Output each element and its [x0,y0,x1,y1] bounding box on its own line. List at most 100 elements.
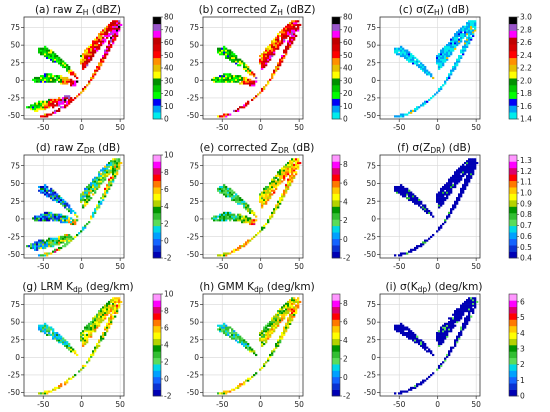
radar-cell [458,60,461,63]
radar-cell [285,167,288,170]
radar-cell [261,366,264,369]
radar-cell [62,100,65,103]
colorbar-swatch [332,225,340,233]
radar-cell [104,178,107,181]
radar-cell [277,204,280,207]
colorbar-swatch [332,193,340,201]
radar-cell [446,191,449,194]
radar-cell [50,78,53,81]
radar-cell [68,348,71,351]
radar-cell [418,60,421,63]
radar-cell [241,219,244,222]
radar-cell [261,64,264,67]
radar-cell [285,165,288,168]
radar-cell [110,44,113,47]
colorbar-tick-label: 0 [343,373,348,382]
radar-cell [40,213,43,216]
radar-cell [68,237,71,240]
radar-cell [102,333,105,336]
radar-cell [245,204,248,207]
radar-cell [80,335,83,338]
radar-cell [86,222,89,226]
radar-cell [410,333,413,336]
radar-cell [442,195,445,198]
radar-cell [271,49,274,52]
radar-cell [100,38,103,41]
radar-cell [94,73,97,76]
radar-cell [422,102,425,105]
radar-cell [460,187,463,190]
radar-cell [48,100,51,103]
radar-cell [460,51,463,54]
radar-cell [412,60,415,63]
radar-cell [68,95,71,98]
radar-cell [275,67,278,70]
radar-cell [239,217,242,220]
y-tick-label: 25 [189,58,199,67]
radar-cell [213,76,216,80]
radar-cell [114,20,117,23]
radar-cell [114,167,117,170]
radar-cell [416,202,419,205]
radar-cell [263,60,266,63]
radar-cell [450,328,453,331]
radar-cell [225,53,228,56]
colorbar-swatch [332,161,340,169]
radar-cell [263,198,266,202]
radar-cell [50,58,53,61]
radar-cell [277,324,280,327]
radar-cell [263,363,266,366]
radar-cell [229,331,232,335]
radar-cell [44,193,47,196]
radar-cell [297,304,300,307]
radar-cell [263,364,266,368]
radar-cell [56,75,59,78]
radar-cell [468,310,471,313]
radar-cell [452,324,455,327]
colorbar-tick-label: 2 [343,216,348,225]
radar-cell [90,56,93,59]
radar-cell [249,219,252,222]
radar-cell [297,302,300,305]
radar-cell [104,326,107,329]
radar-cell [90,49,93,52]
radar-cell [58,246,61,250]
radar-cell [287,182,290,185]
radar-cell [50,53,53,56]
radar-cell [231,331,234,335]
radar-cell [458,337,461,340]
radar-cell [277,47,280,50]
radar-cell [100,311,103,314]
radar-cell [458,38,461,41]
radar-cell [88,197,91,200]
radar-cell [62,198,65,202]
radar-cell [58,339,61,342]
radar-cell [275,326,278,329]
radar-cell [112,311,115,314]
radar-cell [40,245,43,248]
radar-cell [118,163,121,166]
radar-cell [402,195,405,198]
colorbar-tick-label: 0.6 [520,232,532,241]
radar-cell [98,176,101,179]
radar-cell [54,191,57,194]
radar-cell [42,106,45,109]
radar-cell [42,102,45,105]
radar-cell [454,64,457,67]
radar-cell [454,339,457,342]
radar-cell [474,158,477,161]
radar-cell [225,73,228,76]
radar-cell [468,315,471,318]
radar-cell [440,326,443,329]
radar-cell [46,115,49,118]
colorbar-tick-label: 4 [343,197,348,206]
radar-cell [253,219,256,222]
radar-cell [265,200,268,203]
radar-cell [239,197,242,200]
radar-cell [92,187,95,190]
colorbar-tick-label: -2 [164,254,172,263]
radar-cell [440,335,443,338]
radar-cell [418,65,421,69]
radar-cell [70,237,73,240]
radar-cell [275,187,278,190]
